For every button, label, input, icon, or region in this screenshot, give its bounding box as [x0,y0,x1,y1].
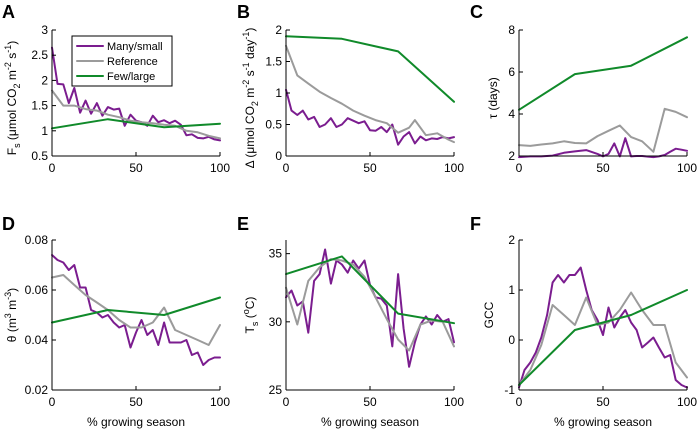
plot-area-e: 25 30 35 0 50 100 [269,240,464,409]
y-tick-label-e: 30 [269,315,283,329]
panel-letter-c: C [470,2,483,22]
panel-letter-a: A [2,2,15,22]
series-reference-e [285,258,455,352]
x-tick-label-f: 100 [677,395,697,409]
panel-letter-b: B [237,2,250,22]
series-reference-b [285,44,455,144]
y-tick-label-d: 0.06 [25,283,49,297]
y-tick-label-a: 0.5 [31,149,48,163]
y-tick-label-c: 4 [508,107,515,121]
x-tick-label-c: 0 [516,161,523,175]
y-tick-label-a: 1 [41,124,48,138]
ylabel-b: Δ (μmol CO2 m-2 s-1 day-1) [241,28,260,169]
xlabel-f: % growing season [554,415,652,429]
y-tick-label-c: 2 [508,149,515,163]
series-few-large-a [51,118,221,130]
panel-b: B Δ (μmol CO2 m-2 s-1 day-1) 0 0.5 1 1.5 2 0 5… [237,2,464,175]
series-reference-d [51,274,221,346]
series-reference-a [51,89,221,140]
legend: Many/small Reference Few/large [71,35,173,87]
y-tick-label-a: 2 [41,73,48,87]
y-tick-label-c: 8 [508,23,515,37]
ylabel-c: τ (days) [486,77,500,118]
x-tick-label-a: 50 [129,161,143,175]
xlabel-e: % growing season [321,415,419,429]
series-few-large-c [518,36,688,111]
ylabel-e: Ts (oC) [241,297,260,334]
y-tick-label-b: 1.5 [265,55,282,69]
legend-label-few-large: Few/large [107,71,155,83]
y-tick-label-b: 1 [275,86,282,100]
y-tick-label-f: 0 [508,333,515,347]
x-tick-label-d: 0 [49,395,56,409]
series-few-large-f [518,289,688,386]
series-many-small-c [518,137,688,159]
series-many-small-d [51,254,221,366]
y-tick-label-b: 0 [275,149,282,163]
panel-letter-f: F [470,214,481,234]
x-tick-label-c: 50 [596,161,610,175]
panel-c: C τ (days) 2 4 6 8 0 50 100 [470,2,697,175]
series-reference-c [518,107,688,153]
panel-letter-e: E [237,214,249,234]
plot-area-b: 0 0.5 1 1.5 2 0 50 100 [265,23,464,175]
x-tick-label-a: 100 [210,161,230,175]
panel-a: A Fs (μmol CO2 m-2 s-1) 0.5 1 1.5 2 2.5 3 0 50 1… [2,2,230,175]
y-tick-label-b: 2 [275,23,282,37]
x-tick-label-b: 0 [283,161,290,175]
panel-letter-d: D [2,214,15,234]
ylabel-f: GCC [482,301,496,328]
plot-area-d: 0.02 0.04 0.06 0.08 0 50 100 [25,233,231,409]
x-tick-label-a: 0 [49,161,56,175]
x-tick-label-b: 100 [444,161,464,175]
series-reference-f [518,291,688,386]
panel-e: E Ts (oC) % growing season 25 30 35 0 50 100 [237,214,464,429]
x-tick-label-f: 50 [596,395,610,409]
ylabel-d: θ (m3 m-3) [3,288,19,342]
x-tick-label-d: 50 [129,395,143,409]
y-tick-label-f: 1 [508,283,515,297]
x-tick-label-e: 100 [444,395,464,409]
xlabel-d: % growing season [87,415,185,429]
x-tick-label-c: 100 [677,161,697,175]
x-tick-label-e: 50 [363,395,377,409]
y-tick-label-b: 0.5 [265,118,282,132]
x-tick-label-d: 100 [210,395,230,409]
plot-area-a: 0.5 1 1.5 2 2.5 3 0 50 100 [31,23,230,175]
y-tick-label-c: 6 [508,65,515,79]
series-few-large-e [285,255,455,325]
y-tick-label-f: 2 [508,233,515,247]
y-tick-label-e: 25 [269,383,283,397]
x-tick-label-f: 0 [516,395,523,409]
legend-label-reference: Reference [107,56,158,68]
series-many-small-b [285,88,455,146]
y-tick-label-f: -1 [504,383,515,397]
series-few-large-b [285,35,455,103]
y-tick-label-e: 35 [269,247,283,261]
y-tick-label-a: 1.5 [31,99,48,113]
y-tick-label-a: 3 [41,23,48,37]
y-tick-label-d: 0.08 [25,233,49,247]
legend-label-many-small: Many/small [107,41,163,53]
x-tick-label-e: 0 [283,395,290,409]
series-few-large-d [51,296,221,324]
series-many-small-f [518,266,688,389]
y-tick-label-a: 2.5 [31,48,48,62]
y-tick-label-d: 0.02 [25,383,49,397]
ylabel-a: Fs (μmol CO2 m-2 s-1) [3,41,22,156]
plot-area-c: 2 4 6 8 0 50 100 [508,23,697,175]
y-tick-label-d: 0.04 [25,333,49,347]
panel-d: D θ (m3 m-3) % growing season 0.020.040.… [2,214,230,429]
x-tick-label-b: 50 [363,161,377,175]
